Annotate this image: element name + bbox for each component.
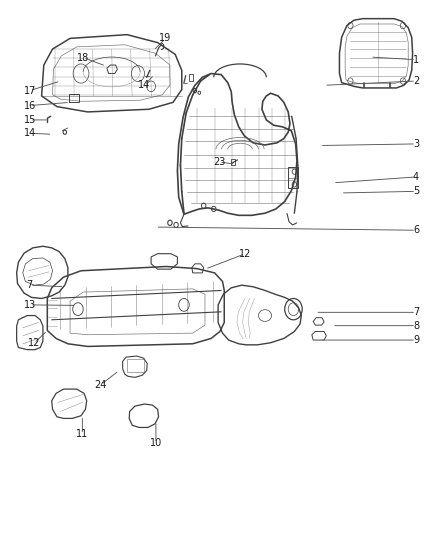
Text: 16: 16 bbox=[24, 101, 36, 110]
Text: 15: 15 bbox=[24, 115, 36, 125]
Text: 2: 2 bbox=[413, 76, 419, 86]
Bar bbox=[231, 159, 235, 165]
Text: 1: 1 bbox=[413, 55, 419, 64]
Text: 7: 7 bbox=[27, 280, 33, 290]
Text: 5: 5 bbox=[413, 187, 419, 196]
Text: 12: 12 bbox=[28, 338, 40, 348]
Text: 9: 9 bbox=[413, 335, 419, 345]
Text: 3: 3 bbox=[413, 139, 419, 149]
Text: 4: 4 bbox=[413, 172, 419, 182]
Text: 18: 18 bbox=[77, 53, 89, 62]
Text: 13: 13 bbox=[24, 300, 36, 310]
Text: 24: 24 bbox=[95, 380, 107, 390]
Text: 14: 14 bbox=[24, 128, 36, 138]
Text: 10: 10 bbox=[150, 439, 162, 448]
Text: 23: 23 bbox=[213, 157, 225, 167]
Text: 6: 6 bbox=[413, 225, 419, 235]
Text: 8: 8 bbox=[413, 321, 419, 330]
Text: 11: 11 bbox=[76, 430, 88, 439]
Text: 19: 19 bbox=[159, 34, 172, 43]
Text: 14: 14 bbox=[138, 80, 151, 90]
Text: 7: 7 bbox=[413, 308, 419, 317]
Bar bbox=[189, 74, 193, 81]
Bar bbox=[127, 359, 144, 372]
Text: 12: 12 bbox=[239, 249, 251, 259]
Text: 17: 17 bbox=[24, 86, 36, 95]
Bar bbox=[69, 94, 79, 102]
Bar bbox=[288, 167, 298, 188]
